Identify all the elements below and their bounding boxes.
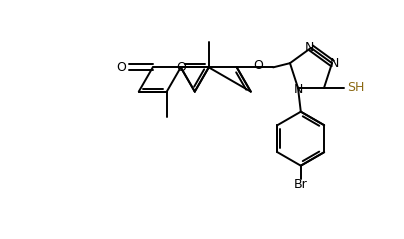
Text: O: O [116, 61, 126, 74]
Text: N: N [304, 41, 314, 54]
Text: N: N [329, 57, 339, 70]
Text: N: N [293, 83, 303, 96]
Text: O: O [176, 61, 186, 74]
Text: O: O [253, 59, 263, 72]
Text: SH: SH [347, 81, 365, 94]
Text: Br: Br [294, 178, 308, 191]
